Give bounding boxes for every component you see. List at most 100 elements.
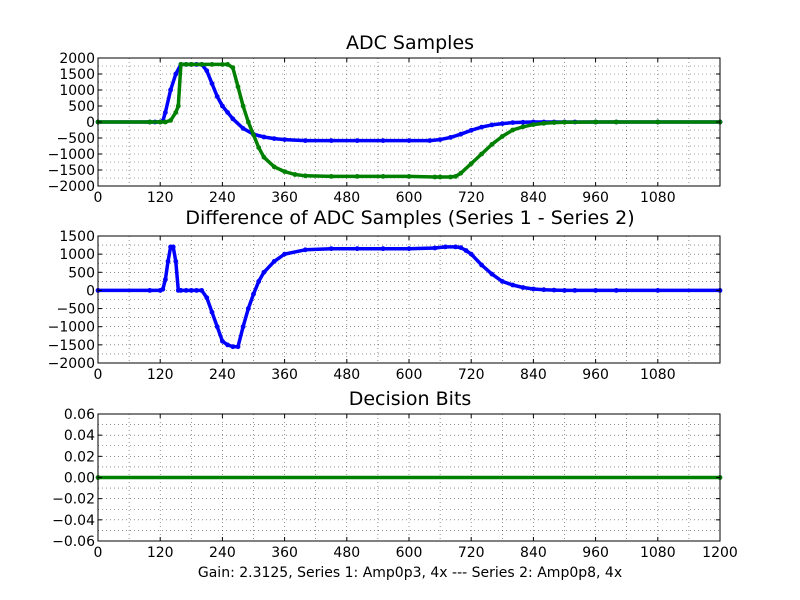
data-point: [204, 68, 210, 74]
series-layer: [95, 475, 723, 480]
x-tick-label: 1200: [702, 545, 738, 561]
data-point: [214, 94, 220, 99]
data-point: [541, 120, 547, 126]
data-point: [240, 103, 246, 109]
data-point: [468, 127, 474, 133]
tick-layer: 0 120 240 360 480 600 720 840 960 1080 1500 1000 500…: [48, 229, 720, 383]
data-point: [271, 136, 277, 142]
data-point: [458, 170, 464, 176]
x-tick-label: 0: [94, 545, 103, 561]
data-point: [194, 288, 199, 293]
x-tick-label: 600: [396, 190, 423, 206]
plot-frame: [97, 235, 721, 364]
y-tick-label: 0: [86, 283, 95, 299]
y-tick-label: −0.02: [52, 492, 95, 508]
data-point: [235, 84, 241, 90]
data-point: [453, 174, 458, 179]
x-tick-label: 240: [209, 367, 236, 383]
tick-layer: 0 120 240 360 480 600 720 840 960 1080 1200 0.06 0.0…: [52, 407, 738, 561]
data-point: [230, 116, 236, 122]
x-tick-label: 360: [271, 190, 298, 206]
y-tick-label: 500: [68, 99, 95, 115]
data-point: [499, 134, 505, 139]
x-tick-label: 720: [458, 545, 485, 561]
data-point: [437, 174, 443, 180]
data-point: [178, 288, 184, 293]
y-tick-label: 0.06: [64, 407, 95, 423]
data-point: [510, 120, 516, 125]
y-tick-label: −0.04: [52, 513, 95, 529]
y-tick-label: −1000: [48, 320, 95, 336]
data-point: [251, 291, 256, 297]
x-tick-label: 960: [582, 190, 609, 206]
data-point: [183, 62, 189, 67]
series-2: [95, 62, 723, 180]
data-point: [613, 288, 619, 293]
data-point: [225, 342, 231, 348]
data-point: [240, 125, 246, 131]
data-point: [147, 288, 153, 293]
data-point: [178, 62, 184, 67]
series-layer: [95, 244, 723, 350]
data-point: [380, 174, 386, 179]
data-point: [448, 135, 453, 140]
data-point: [199, 62, 205, 67]
data-point: [531, 286, 536, 292]
x-tick-label: 600: [396, 545, 423, 561]
data-point: [510, 282, 516, 288]
x-tick-label: 840: [520, 545, 547, 561]
data-point: [406, 246, 412, 252]
data-point: [354, 138, 360, 144]
plot-frame: [97, 57, 721, 187]
data-point: [499, 121, 505, 126]
panel-title: ADC Samples: [346, 32, 474, 54]
x-tick-label: 1080: [640, 190, 676, 206]
x-tick-label: 480: [333, 367, 360, 383]
data-point: [489, 122, 495, 128]
data-point: [551, 120, 557, 125]
data-point: [225, 62, 231, 67]
y-tick-label: 1500: [59, 67, 95, 83]
data-point: [220, 338, 225, 344]
x-tick-label: 120: [147, 190, 174, 206]
y-tick-label: 0.04: [64, 428, 95, 444]
data-point: [328, 174, 334, 179]
data-point: [328, 138, 334, 144]
data-point: [173, 259, 179, 264]
data-point: [225, 110, 231, 115]
data-point: [245, 119, 251, 125]
data-point: [613, 119, 619, 125]
data-point: [572, 288, 578, 293]
x-tick-label: 960: [582, 367, 609, 383]
data-point: [147, 119, 153, 125]
data-point: [479, 262, 484, 268]
x-tick-label: 840: [520, 190, 547, 206]
data-point: [165, 259, 171, 264]
data-point: [427, 138, 433, 144]
y-tick-label: 1000: [59, 83, 95, 99]
data-point: [188, 288, 194, 293]
data-point: [354, 246, 360, 252]
data-point: [531, 122, 536, 127]
data-point: [448, 174, 453, 180]
data-point: [302, 247, 308, 253]
data-point: [328, 246, 334, 252]
data-point: [163, 277, 168, 282]
y-tick-label: −500: [57, 131, 95, 147]
data-point: [240, 324, 246, 330]
data-point: [593, 288, 598, 293]
data-point: [453, 244, 458, 250]
x-tick-label: 360: [271, 545, 298, 561]
data-point: [380, 246, 386, 252]
data-point: [432, 174, 438, 180]
y-tick-label: −2000: [48, 356, 95, 372]
x-tick-label: 360: [271, 367, 298, 383]
data-point: [173, 71, 179, 77]
data-point: [302, 173, 308, 179]
x-tick-label: 720: [458, 367, 485, 383]
data-point: [235, 344, 241, 350]
y-tick-label: 0: [86, 115, 95, 131]
data-point: [406, 138, 412, 144]
data-point: [282, 169, 287, 175]
